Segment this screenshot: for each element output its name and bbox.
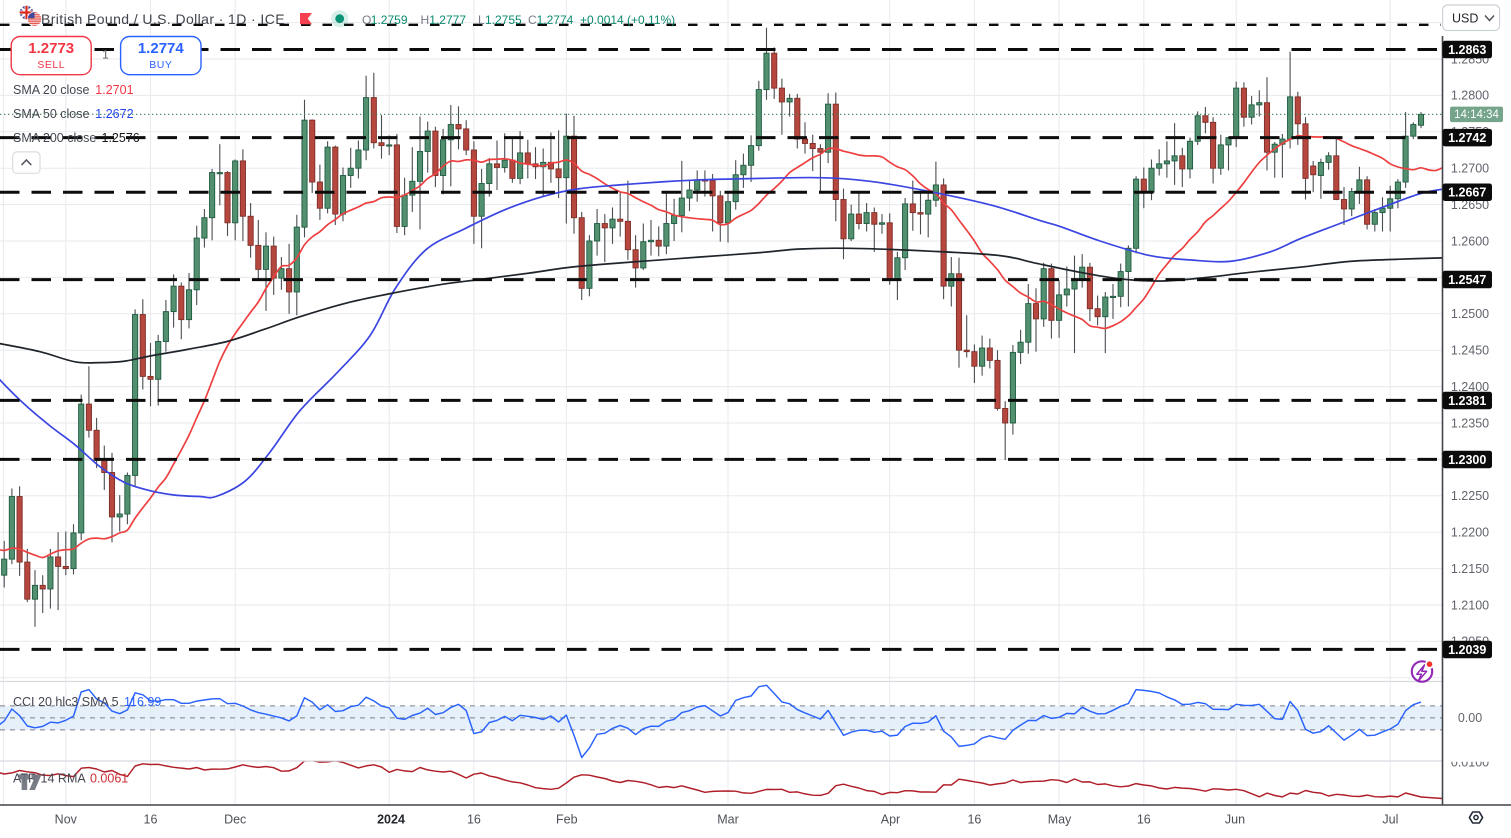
svg-text:Feb: Feb [556,813,578,827]
svg-text:1.2742: 1.2742 [1448,131,1486,145]
svg-text:BUY: BUY [149,59,172,71]
svg-text:CCI 20 hlc3 SMA 5: CCI 20 hlc3 SMA 5 [13,695,119,709]
svg-text:1.2200: 1.2200 [1451,526,1489,540]
svg-text:1.2300: 1.2300 [1448,453,1486,467]
svg-text:British Pound / U.S. Dollar ·: British Pound / U.S. Dollar · 1D · ICE [41,11,285,27]
svg-text:1.2700: 1.2700 [1451,162,1489,176]
svg-text:L: L [478,13,485,27]
svg-text:Jun: Jun [1225,813,1245,827]
svg-text:SMA 50 close: SMA 50 close [13,107,89,121]
svg-text:H: H [421,13,430,27]
svg-text:+0.0014 (+0.11%): +0.0014 (+0.11%) [580,13,675,27]
svg-text:USD: USD [1452,12,1478,26]
svg-text:1.2863: 1.2863 [1448,43,1486,57]
svg-text:1.2701: 1.2701 [95,83,133,97]
svg-text:116.99: 116.99 [124,695,161,709]
svg-text:1.2350: 1.2350 [1451,416,1489,430]
svg-text:0.0061: 0.0061 [90,772,128,786]
svg-text:1.2773: 1.2773 [28,40,74,57]
svg-text:16: 16 [144,813,158,827]
svg-text:Nov: Nov [55,813,78,827]
svg-text:1.2100: 1.2100 [1451,598,1489,612]
svg-text:1.2450: 1.2450 [1451,344,1489,358]
svg-text:1.2755: 1.2755 [485,13,522,27]
svg-text:1.2600: 1.2600 [1451,234,1489,248]
svg-text:Dec: Dec [224,813,246,827]
svg-text:1.2500: 1.2500 [1451,307,1489,321]
svg-text:1.2576: 1.2576 [102,131,140,145]
svg-text:Apr: Apr [881,813,900,827]
svg-text:1.2667: 1.2667 [1448,186,1486,200]
svg-text:1.2039: 1.2039 [1448,643,1486,657]
svg-text:SELL: SELL [37,59,65,71]
svg-text:May: May [1048,813,1072,827]
svg-text:1.2777: 1.2777 [429,13,466,27]
svg-text:SMA 200 close: SMA 200 close [13,131,96,145]
svg-text:16: 16 [1137,813,1151,827]
svg-text:2024: 2024 [377,813,405,827]
svg-text:1.2547: 1.2547 [1448,273,1486,287]
svg-text:Jul: Jul [1382,813,1398,827]
svg-text:1.2759: 1.2759 [371,13,408,27]
svg-text:1.2381: 1.2381 [1448,394,1486,408]
svg-text:1.2774: 1.2774 [537,13,574,27]
svg-text:14:14:34: 14:14:34 [1454,109,1499,121]
svg-text:1.2150: 1.2150 [1451,562,1489,576]
svg-text:1.2774: 1.2774 [138,40,185,57]
svg-text:1.2250: 1.2250 [1451,489,1489,503]
svg-text:16: 16 [467,813,481,827]
svg-text:1.2672: 1.2672 [95,107,133,121]
svg-text:1.2800: 1.2800 [1451,89,1489,103]
svg-text:1: 1 [102,48,109,62]
svg-text:0.00: 0.00 [1458,711,1482,725]
svg-text:Mar: Mar [717,813,739,827]
svg-text:SMA 20 close: SMA 20 close [13,83,89,97]
svg-text:16: 16 [967,813,981,827]
